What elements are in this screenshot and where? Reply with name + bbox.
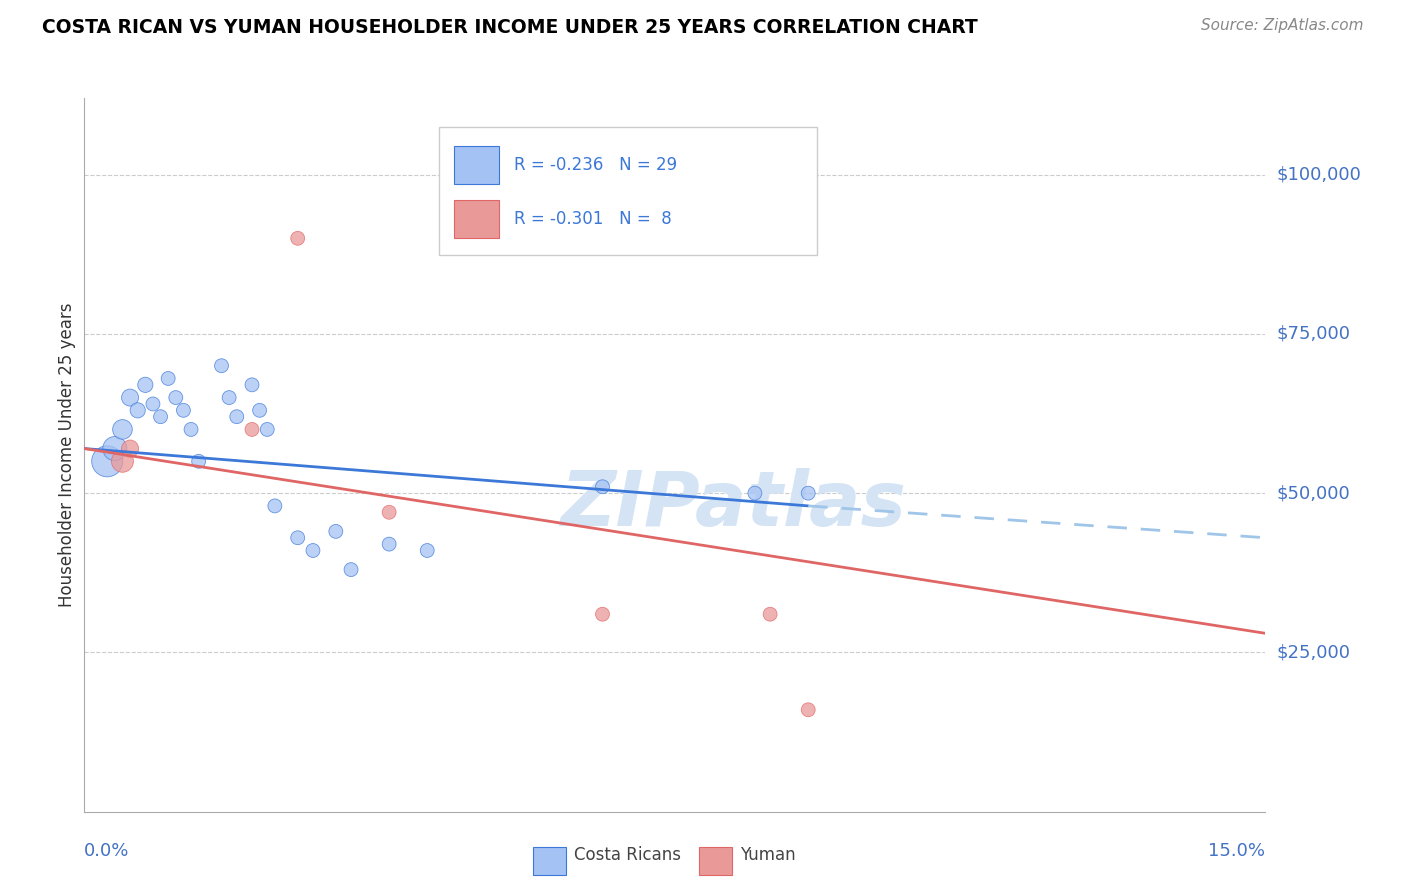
Text: 15.0%: 15.0%	[1208, 842, 1265, 860]
Point	[165, 391, 187, 405]
Point	[120, 442, 142, 456]
Text: $50,000: $50,000	[1277, 484, 1350, 502]
Point	[340, 563, 363, 577]
Point	[180, 422, 202, 436]
Point	[287, 531, 309, 545]
FancyBboxPatch shape	[699, 847, 731, 874]
Point	[325, 524, 347, 539]
Point	[96, 454, 118, 468]
Y-axis label: Householder Income Under 25 years: Householder Income Under 25 years	[58, 302, 76, 607]
Text: R = -0.236   N = 29: R = -0.236 N = 29	[515, 156, 678, 174]
Point	[744, 486, 766, 500]
Point	[240, 422, 263, 436]
Point	[120, 391, 142, 405]
Point	[187, 454, 209, 468]
Text: R = -0.301   N =  8: R = -0.301 N = 8	[515, 211, 672, 228]
Point	[256, 422, 278, 436]
Point	[104, 442, 127, 456]
Point	[218, 391, 240, 405]
Text: Yuman: Yuman	[740, 846, 796, 863]
Text: ZIPatlas: ZIPatlas	[561, 468, 907, 541]
Point	[592, 480, 614, 494]
Point	[149, 409, 172, 424]
Point	[172, 403, 194, 417]
Point	[249, 403, 271, 417]
Point	[592, 607, 614, 622]
Text: Source: ZipAtlas.com: Source: ZipAtlas.com	[1201, 18, 1364, 33]
FancyBboxPatch shape	[454, 200, 499, 238]
FancyBboxPatch shape	[533, 847, 567, 874]
Point	[111, 422, 134, 436]
Text: $75,000: $75,000	[1277, 325, 1351, 343]
Text: Costa Ricans: Costa Ricans	[575, 846, 682, 863]
Point	[797, 486, 820, 500]
Point	[211, 359, 233, 373]
Point	[263, 499, 285, 513]
FancyBboxPatch shape	[454, 146, 499, 185]
Point	[759, 607, 782, 622]
Point	[157, 371, 180, 385]
Text: 0.0%: 0.0%	[84, 842, 129, 860]
Text: $25,000: $25,000	[1277, 643, 1351, 662]
Point	[378, 537, 401, 551]
Text: $100,000: $100,000	[1277, 166, 1361, 184]
Point	[240, 377, 263, 392]
Point	[378, 505, 401, 519]
Point	[134, 377, 156, 392]
Point	[287, 231, 309, 245]
Point	[225, 409, 247, 424]
Point	[797, 703, 820, 717]
Point	[416, 543, 439, 558]
Point	[302, 543, 325, 558]
Text: COSTA RICAN VS YUMAN HOUSEHOLDER INCOME UNDER 25 YEARS CORRELATION CHART: COSTA RICAN VS YUMAN HOUSEHOLDER INCOME …	[42, 18, 979, 37]
FancyBboxPatch shape	[439, 127, 817, 255]
Point	[142, 397, 165, 411]
Point	[127, 403, 149, 417]
Point	[111, 454, 134, 468]
